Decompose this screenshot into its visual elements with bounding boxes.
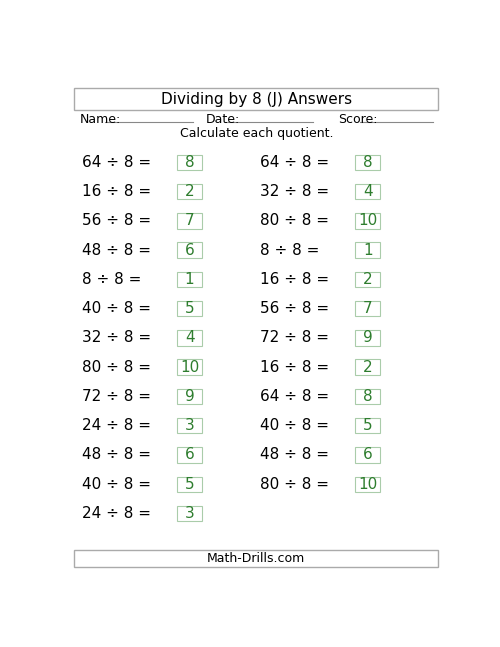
Text: 16 ÷ 8 =: 16 ÷ 8 = (82, 184, 151, 199)
Text: 7: 7 (363, 301, 372, 316)
Text: 6: 6 (184, 448, 194, 463)
FancyBboxPatch shape (356, 243, 380, 258)
Text: 4: 4 (185, 331, 194, 345)
Text: Date:: Date: (206, 113, 240, 126)
FancyBboxPatch shape (356, 447, 380, 463)
Text: 56 ÷ 8 =: 56 ÷ 8 = (82, 214, 151, 228)
FancyBboxPatch shape (177, 389, 202, 404)
Text: 1: 1 (363, 243, 372, 258)
FancyBboxPatch shape (356, 330, 380, 345)
FancyBboxPatch shape (177, 243, 202, 258)
Text: 6: 6 (363, 448, 372, 463)
FancyBboxPatch shape (177, 155, 202, 170)
Text: 8 ÷ 8 =: 8 ÷ 8 = (82, 272, 142, 287)
FancyBboxPatch shape (356, 155, 380, 170)
FancyBboxPatch shape (177, 506, 202, 521)
Text: Score:: Score: (338, 113, 378, 126)
FancyBboxPatch shape (177, 360, 202, 375)
Text: 24 ÷ 8 =: 24 ÷ 8 = (82, 506, 151, 521)
Text: 16 ÷ 8 =: 16 ÷ 8 = (260, 272, 329, 287)
Text: 80 ÷ 8 =: 80 ÷ 8 = (260, 477, 329, 492)
FancyBboxPatch shape (177, 213, 202, 228)
FancyBboxPatch shape (177, 184, 202, 199)
Text: 72 ÷ 8 =: 72 ÷ 8 = (260, 331, 329, 345)
FancyBboxPatch shape (356, 272, 380, 287)
Text: 6: 6 (184, 243, 194, 258)
FancyBboxPatch shape (74, 551, 438, 567)
Text: 56 ÷ 8 =: 56 ÷ 8 = (260, 301, 329, 316)
Text: Name:: Name: (80, 113, 121, 126)
Text: 64 ÷ 8 =: 64 ÷ 8 = (260, 389, 329, 404)
Text: 3: 3 (184, 418, 194, 433)
Text: 8: 8 (363, 389, 372, 404)
FancyBboxPatch shape (177, 476, 202, 492)
Text: 1: 1 (185, 272, 194, 287)
Text: 8: 8 (185, 155, 194, 170)
Text: Dividing by 8 (J) Answers: Dividing by 8 (J) Answers (160, 92, 352, 107)
Text: 9: 9 (363, 331, 372, 345)
Text: 48 ÷ 8 =: 48 ÷ 8 = (260, 448, 329, 463)
FancyBboxPatch shape (356, 476, 380, 492)
Text: 5: 5 (363, 418, 372, 433)
Text: 80 ÷ 8 =: 80 ÷ 8 = (82, 360, 151, 375)
Text: 32 ÷ 8 =: 32 ÷ 8 = (260, 184, 329, 199)
Text: 9: 9 (184, 389, 194, 404)
FancyBboxPatch shape (356, 213, 380, 228)
Text: 3: 3 (184, 506, 194, 521)
FancyBboxPatch shape (356, 389, 380, 404)
FancyBboxPatch shape (177, 330, 202, 345)
Text: Calculate each quotient.: Calculate each quotient. (180, 127, 333, 140)
Text: 10: 10 (358, 477, 378, 492)
Text: 5: 5 (185, 477, 194, 492)
FancyBboxPatch shape (356, 418, 380, 433)
Text: 10: 10 (358, 214, 378, 228)
Text: 40 ÷ 8 =: 40 ÷ 8 = (82, 477, 151, 492)
Text: 4: 4 (363, 184, 372, 199)
FancyBboxPatch shape (177, 272, 202, 287)
Text: 64 ÷ 8 =: 64 ÷ 8 = (260, 155, 329, 170)
Text: Math-Drills.com: Math-Drills.com (207, 553, 306, 565)
Text: 8 ÷ 8 =: 8 ÷ 8 = (260, 243, 320, 258)
Text: 2: 2 (363, 272, 372, 287)
Text: 10: 10 (180, 360, 199, 375)
FancyBboxPatch shape (177, 418, 202, 433)
Text: 32 ÷ 8 =: 32 ÷ 8 = (82, 331, 151, 345)
Text: 16 ÷ 8 =: 16 ÷ 8 = (260, 360, 329, 375)
Text: 48 ÷ 8 =: 48 ÷ 8 = (82, 243, 151, 258)
FancyBboxPatch shape (356, 301, 380, 316)
Text: 5: 5 (185, 301, 194, 316)
FancyBboxPatch shape (356, 184, 380, 199)
Text: 7: 7 (185, 214, 194, 228)
Text: 72 ÷ 8 =: 72 ÷ 8 = (82, 389, 151, 404)
FancyBboxPatch shape (74, 89, 438, 110)
Text: 64 ÷ 8 =: 64 ÷ 8 = (82, 155, 151, 170)
FancyBboxPatch shape (177, 301, 202, 316)
FancyBboxPatch shape (177, 447, 202, 463)
Text: 2: 2 (363, 360, 372, 375)
Text: 40 ÷ 8 =: 40 ÷ 8 = (82, 301, 151, 316)
FancyBboxPatch shape (356, 360, 380, 375)
Text: 40 ÷ 8 =: 40 ÷ 8 = (260, 418, 329, 433)
Text: 48 ÷ 8 =: 48 ÷ 8 = (82, 448, 151, 463)
Text: 8: 8 (363, 155, 372, 170)
Text: 24 ÷ 8 =: 24 ÷ 8 = (82, 418, 151, 433)
Text: 80 ÷ 8 =: 80 ÷ 8 = (260, 214, 329, 228)
Text: 2: 2 (185, 184, 194, 199)
